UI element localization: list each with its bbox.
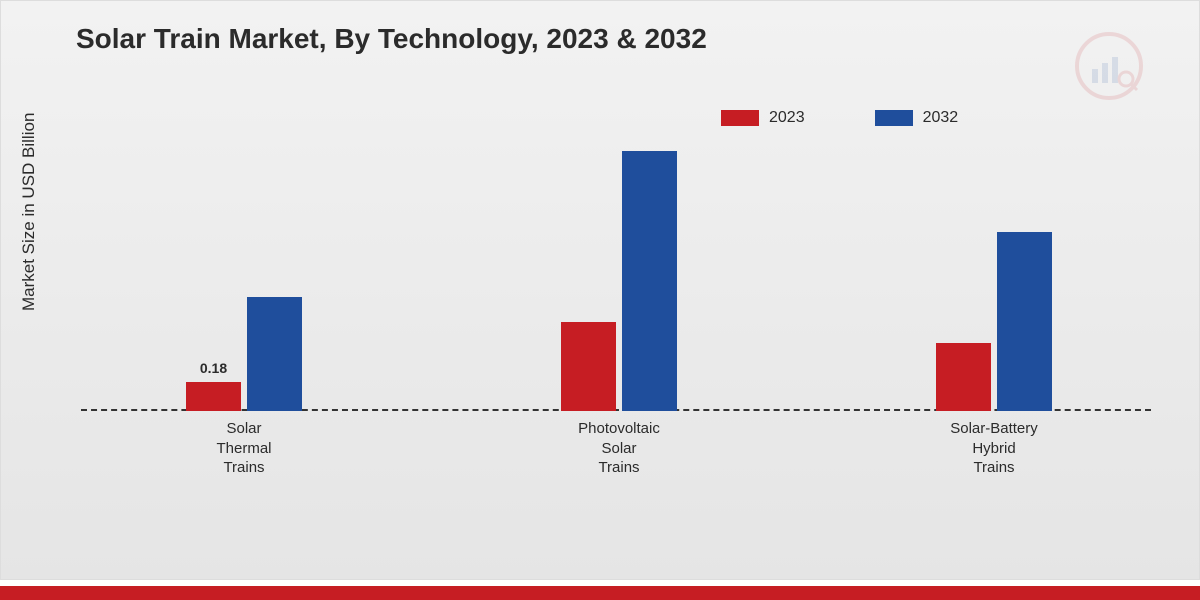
bar bbox=[622, 151, 677, 411]
bar-group: 0.18 bbox=[186, 297, 302, 411]
legend-label: 2032 bbox=[923, 109, 959, 127]
bar bbox=[561, 322, 616, 411]
bar-group bbox=[561, 151, 677, 411]
chart-title: Solar Train Market, By Technology, 2023 … bbox=[76, 23, 707, 55]
bar bbox=[936, 343, 991, 411]
legend: 2023 2032 bbox=[721, 109, 958, 127]
watermark-logo-icon bbox=[1074, 31, 1144, 101]
chart-container: Solar Train Market, By Technology, 2023 … bbox=[0, 0, 1200, 580]
bar bbox=[997, 232, 1052, 411]
legend-item-2023: 2023 bbox=[721, 109, 805, 127]
x-axis-category-label: Photovoltaic Solar Trains bbox=[564, 419, 674, 478]
bar: 0.18 bbox=[186, 382, 241, 411]
bar-group bbox=[936, 232, 1052, 411]
bar bbox=[247, 297, 302, 411]
legend-swatch bbox=[721, 110, 759, 126]
x-axis-category-label: Solar-Battery Hybrid Trains bbox=[939, 419, 1049, 478]
footer-accent-bar bbox=[0, 586, 1200, 600]
plot-area: 0.18 bbox=[81, 151, 1151, 411]
legend-swatch bbox=[875, 110, 913, 126]
y-axis-label: Market Size in USD Billion bbox=[19, 113, 39, 311]
bar-value-label: 0.18 bbox=[200, 360, 227, 376]
x-axis-category-label: Solar Thermal Trains bbox=[189, 419, 299, 478]
legend-label: 2023 bbox=[769, 109, 805, 127]
legend-item-2032: 2032 bbox=[875, 109, 959, 127]
